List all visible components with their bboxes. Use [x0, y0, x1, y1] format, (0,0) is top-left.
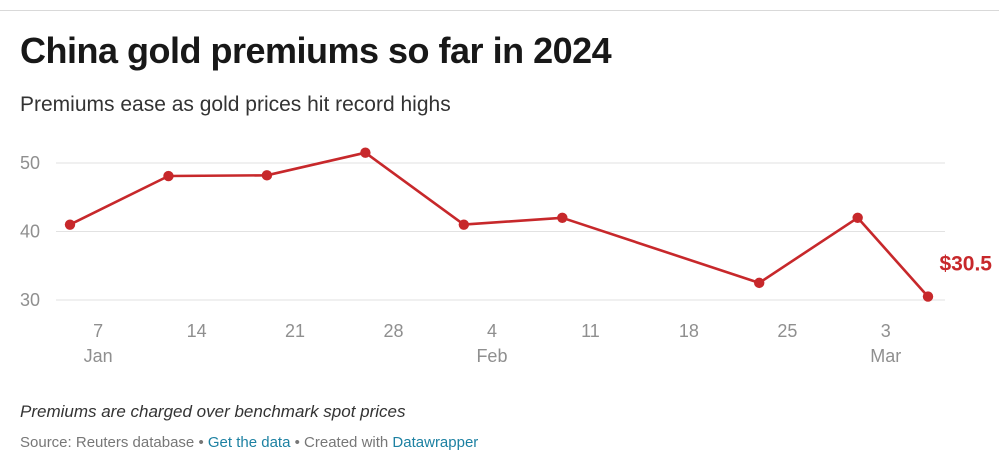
source-line: Source: Reuters database • Get the data … [20, 434, 478, 451]
get-data-link[interactable]: Get the data [207, 434, 291, 451]
x-tick-label: 28 [383, 321, 403, 341]
data-point [754, 277, 765, 289]
data-point [922, 291, 934, 302]
x-tick-month-label: Feb [476, 346, 507, 366]
series-line [68, 151, 930, 298]
x-tick-label: 25 [777, 321, 797, 341]
data-point [852, 212, 863, 223]
data-point [458, 219, 470, 230]
x-tick-label: 7 [93, 321, 103, 341]
x-tick-label: 11 [581, 321, 600, 341]
data-point [64, 219, 76, 230]
x-tick-label: 3 [881, 321, 891, 341]
top-rule [0, 10, 999, 11]
y-axis-ticks: 50 40 30 [20, 153, 40, 310]
source-text: Source: Reuters database [20, 434, 195, 451]
grid-lines [56, 162, 945, 301]
separator: • [194, 434, 208, 451]
datawrapper-link[interactable]: Datawrapper [392, 434, 479, 451]
end-value-label: $30.5 [939, 253, 992, 276]
chart-note: Premiums are charged over benchmark spot… [20, 402, 406, 421]
value-labels: $30.5 [939, 253, 992, 276]
separator: • [290, 434, 305, 451]
x-tick-label: 14 [187, 321, 207, 341]
series-points [64, 147, 934, 302]
y-tick-label: 30 [20, 290, 40, 310]
x-tick-month-label: Jan [84, 346, 113, 366]
data-point [360, 147, 371, 158]
x-tick-label: 18 [679, 321, 699, 341]
x-tick-label: 21 [285, 321, 305, 341]
data-point [557, 212, 568, 223]
chart-subtitle: Premiums ease as gold prices hit record … [20, 93, 451, 116]
chart-title: China gold premiums so far in 2024 [20, 30, 612, 71]
created-with-text: Created with [304, 434, 389, 451]
series-line-path [68, 151, 930, 298]
y-tick-label: 50 [20, 153, 40, 173]
x-tick-month-label: Mar [870, 346, 901, 366]
data-point [261, 170, 273, 181]
data-point [163, 170, 174, 182]
y-tick-label: 40 [20, 222, 40, 242]
x-axis-ticks: 7 Jan 14 21 28 4 Feb 11 18 25 3 Mar [84, 321, 902, 366]
x-tick-label: 4 [487, 321, 497, 341]
